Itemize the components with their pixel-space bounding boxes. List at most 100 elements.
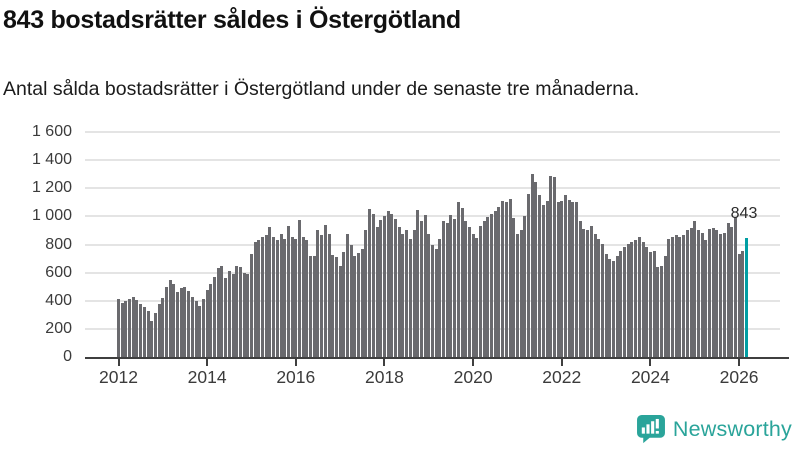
y-axis-tick-label: 600 — [45, 263, 72, 281]
bar — [357, 252, 361, 357]
x-axis-tick — [294, 359, 297, 366]
x-axis-tick-label: 2012 — [99, 367, 138, 387]
bar — [194, 300, 198, 357]
x-axis-tick-label: 2026 — [719, 367, 759, 387]
bar — [261, 237, 265, 357]
bar — [216, 268, 220, 357]
bar — [312, 256, 316, 357]
bar — [456, 202, 460, 357]
bar — [663, 255, 667, 357]
bar — [442, 220, 446, 357]
bar — [394, 219, 398, 357]
bar — [323, 224, 327, 357]
bar — [386, 211, 390, 357]
bar — [630, 242, 634, 357]
bar — [552, 177, 556, 357]
x-axis-tick-label: 2020 — [453, 367, 493, 387]
gridline — [85, 159, 780, 162]
bar — [342, 252, 346, 357]
bar — [117, 299, 120, 357]
bar — [693, 220, 697, 357]
highlight-value-label: 843 — [730, 205, 758, 222]
bar — [382, 215, 386, 357]
bar — [135, 300, 139, 357]
bar — [549, 175, 553, 357]
y-axis-tick-label: 0 — [63, 348, 72, 365]
bar — [364, 230, 368, 357]
bar — [560, 200, 564, 357]
x-axis-tick — [383, 359, 386, 366]
bar — [198, 305, 202, 357]
bar — [316, 229, 320, 357]
bar — [704, 240, 708, 357]
bar — [124, 300, 128, 357]
bar — [534, 181, 538, 357]
bar — [209, 283, 213, 357]
bar — [412, 229, 416, 357]
bar — [597, 238, 601, 357]
bar — [416, 210, 420, 357]
bar — [157, 303, 161, 357]
newsworthy-logo[interactable]: Newsworthy — [636, 413, 792, 445]
bar — [227, 270, 231, 357]
x-axis-tick — [560, 359, 563, 366]
y-axis-tick-label: 1 600 — [31, 123, 72, 140]
bar — [238, 267, 242, 357]
bar — [582, 229, 586, 357]
bar — [678, 237, 682, 357]
bar — [179, 288, 183, 357]
bar — [449, 214, 453, 357]
bar — [427, 233, 431, 357]
bar — [301, 237, 305, 357]
bar — [733, 217, 737, 357]
bar — [689, 227, 693, 357]
bar — [305, 239, 309, 357]
bar — [371, 213, 375, 357]
bar — [146, 310, 150, 357]
bar — [523, 215, 527, 357]
bar — [246, 274, 250, 357]
bar — [294, 238, 298, 357]
bar — [504, 202, 508, 357]
bar — [726, 223, 730, 357]
x-axis-tick — [738, 359, 741, 366]
bar — [479, 225, 482, 357]
bar — [286, 226, 290, 357]
bar — [331, 255, 335, 357]
bar — [682, 235, 686, 357]
bar — [460, 207, 464, 357]
bar — [165, 287, 169, 357]
bar — [360, 248, 364, 357]
bar — [320, 235, 324, 357]
bar — [578, 220, 582, 357]
bar — [490, 213, 494, 357]
bar — [563, 195, 567, 357]
bar — [648, 252, 652, 357]
bar — [530, 174, 534, 357]
bar — [220, 265, 224, 357]
bar — [604, 253, 608, 357]
bar — [419, 220, 423, 357]
x-axis-tick — [472, 359, 475, 366]
bar — [715, 229, 719, 357]
bar — [423, 214, 427, 357]
bar — [567, 200, 571, 357]
bar — [434, 248, 438, 357]
bar — [327, 233, 331, 357]
bar — [475, 238, 479, 357]
bar — [120, 302, 124, 357]
bar — [213, 276, 217, 357]
bar — [168, 280, 172, 357]
bar — [190, 296, 194, 357]
bar — [722, 232, 726, 357]
bar — [719, 233, 723, 357]
bar — [685, 230, 689, 357]
bar — [619, 250, 623, 357]
bar — [501, 200, 505, 357]
y-axis-tick-label: 800 — [45, 235, 72, 253]
bar — [201, 298, 205, 357]
highlighted-bar — [744, 238, 748, 357]
y-axis-tick-label: 1 200 — [31, 179, 72, 197]
bar — [390, 213, 394, 357]
